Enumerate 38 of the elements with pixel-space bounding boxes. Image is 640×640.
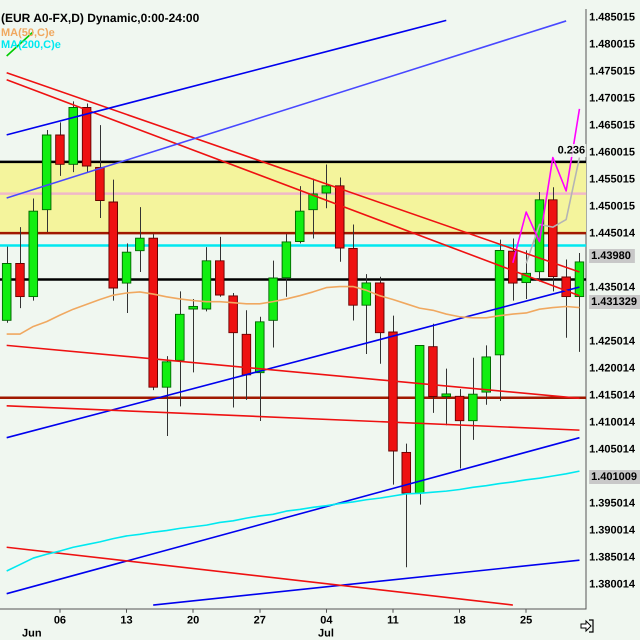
y-tick-label: 1.425014 (589, 336, 636, 348)
candlestick (308, 178, 318, 239)
x-tick-label: 27 (254, 614, 266, 626)
y-tick-label: 1.380014 (589, 578, 636, 590)
candlestick (322, 164, 332, 209)
y-tick-label: 1.420014 (589, 362, 636, 375)
y-tick-label: 1.390014 (589, 524, 636, 536)
y-tick-label: 1.450015 (589, 200, 636, 213)
y-tick-label: 1.470015 (589, 92, 636, 105)
chart-title: (EUR A0-FX,D) Dynamic,0:00-24:00 (1, 10, 200, 25)
x-tick-label: 11 (387, 614, 399, 626)
y-tick-label: 1.385014 (589, 551, 636, 564)
x-tick-label: 06 (54, 614, 66, 626)
text: Jul (318, 628, 334, 640)
y-tick-label: 1.460015 (589, 146, 636, 159)
y-tick-label: 1.465015 (589, 120, 636, 132)
y-tick-label: 1.485015 (589, 12, 636, 24)
text: Jun (22, 628, 42, 640)
x-tick-label: 13 (120, 614, 133, 626)
text: 1.43980 (591, 250, 631, 262)
x-tick-label: 25 (520, 614, 532, 626)
candlestick (135, 206, 145, 272)
x-tick-label: 04 (320, 614, 334, 626)
annotation: 0.236 (558, 144, 586, 157)
y-tick-label: 1.410014 (589, 416, 636, 429)
y-tick-label: 1.445014 (589, 228, 636, 240)
candlestick (361, 274, 372, 355)
text: 1.401009 (591, 471, 638, 484)
y-tick-label: 1.455015 (589, 174, 636, 186)
y-tick-label: 1.475015 (589, 66, 636, 78)
x-tick-label: 20 (187, 614, 200, 626)
y-tick-label: 1.395014 (589, 497, 636, 510)
x-tick-label: 18 (453, 614, 466, 626)
text: 1.431329 (591, 296, 638, 308)
y-tick-label: 1.415014 (589, 390, 636, 402)
y-tick-label: 1.480015 (589, 38, 636, 51)
y-tick-label: 1.405014 (589, 444, 636, 456)
y-tick-label: 1.435014 (589, 282, 636, 294)
